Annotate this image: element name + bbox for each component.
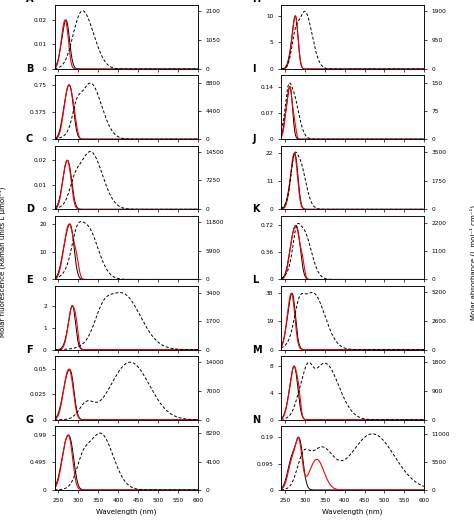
Text: A: A [26,0,33,4]
Text: J: J [252,134,256,144]
X-axis label: Wavelength (nm): Wavelength (nm) [322,508,383,515]
Text: Molar absorbance (L mol⁻¹ cm⁻¹): Molar absorbance (L mol⁻¹ cm⁻¹) [469,204,474,320]
Text: I: I [252,64,256,74]
Text: B: B [26,64,33,74]
Text: H: H [252,0,260,4]
X-axis label: Wavelength (nm): Wavelength (nm) [96,508,156,515]
Text: Molar fluorescence (Raman units L µmol⁻¹): Molar fluorescence (Raman units L µmol⁻¹… [0,187,6,337]
Text: M: M [252,345,262,355]
Text: E: E [26,275,33,285]
Text: G: G [26,415,34,425]
Text: F: F [26,345,33,355]
Text: D: D [26,204,34,214]
Text: K: K [252,204,260,214]
Text: L: L [252,275,258,285]
Text: N: N [252,415,260,425]
Text: C: C [26,134,33,144]
